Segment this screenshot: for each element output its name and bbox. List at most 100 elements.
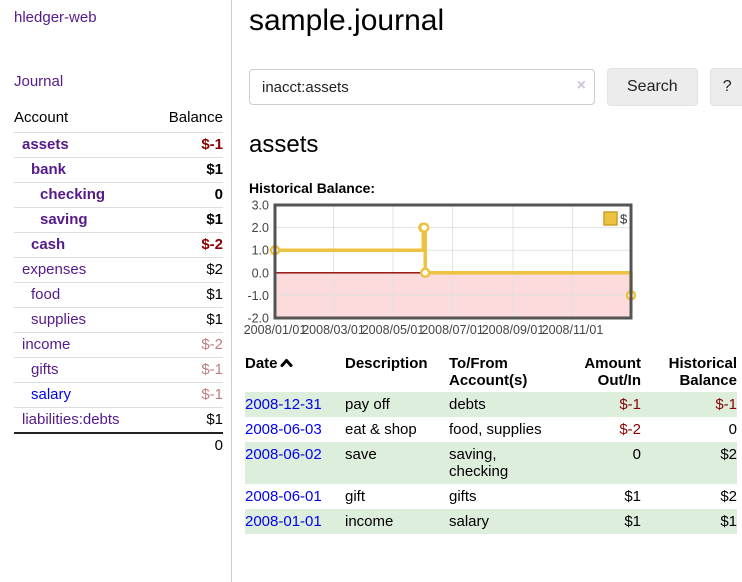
account-row: saving $1: [14, 207, 223, 233]
main-content: sample.journal × Search ? assets Histori…: [233, 0, 742, 534]
account-heading: assets: [249, 131, 319, 158]
account-balance: $-2: [152, 232, 223, 258]
register-header-accounts: To/From Account(s): [449, 355, 528, 389]
register-cell-accounts: debts: [449, 396, 486, 413]
register-cell-date: 2008-12-31: [245, 392, 345, 417]
svg-text:-2.0: -2.0: [247, 312, 269, 326]
register-header-amount: Amount Out/In: [584, 355, 641, 389]
account-balance: $1: [152, 282, 223, 308]
svg-text:-1.0: -1.0: [247, 289, 269, 303]
account-row: expenses $2: [14, 257, 223, 283]
svg-text:2.0: 2.0: [252, 221, 269, 235]
register-cell-amount: 0: [632, 446, 641, 463]
account-link[interactable]: income: [22, 336, 71, 353]
sidebar: hledger-web Journal Account Balance asse…: [0, 0, 232, 582]
register-cell-balance: 0: [728, 421, 737, 438]
register-header-balance: Historical Balance: [668, 355, 737, 389]
svg-text:3.0: 3.0: [252, 199, 269, 213]
register-cell-amount: $-1: [619, 396, 641, 413]
register-header-date[interactable]: Date: [245, 352, 345, 392]
search-input[interactable]: [249, 69, 595, 105]
register-header-description: Description: [345, 355, 428, 372]
register-cell-accounts: salary: [449, 513, 490, 530]
account-row: food $1: [14, 282, 223, 308]
register-cell-balance: $2: [720, 446, 737, 463]
account-balance: $1: [152, 407, 223, 433]
svg-text:2008/11/01: 2008/11/01: [542, 323, 604, 337]
svg-text:2008/05/01: 2008/05/01: [362, 323, 425, 337]
account-row: gifts $-1: [14, 357, 223, 383]
register-row: 2008-06-01 gift gifts $1 $2: [245, 484, 737, 509]
account-link[interactable]: supplies: [31, 311, 87, 328]
register-cell-accounts: saving, checking: [449, 446, 509, 480]
accounts-total-value: 0: [152, 432, 223, 458]
account-link[interactable]: gifts: [31, 361, 59, 378]
account-balance: $1: [152, 157, 223, 183]
sort-ascending-icon: [280, 359, 293, 367]
search-form: × Search ?: [249, 68, 742, 106]
accounts-header-balance: Balance: [168, 109, 223, 126]
app-title-link[interactable]: hledger-web: [14, 9, 97, 26]
register-cell-description: eat & shop: [345, 421, 417, 438]
account-row: assets $-1: [14, 132, 223, 158]
account-link[interactable]: expenses: [22, 261, 87, 278]
account-balance: 0: [152, 182, 223, 208]
clear-search-icon[interactable]: ×: [576, 77, 586, 94]
svg-text:0.0: 0.0: [252, 266, 269, 280]
register-cell-description: income: [345, 513, 394, 530]
account-link[interactable]: assets: [22, 136, 69, 153]
register-cell-balance: $2: [720, 488, 737, 505]
accounts-total-row: 0: [14, 432, 223, 458]
account-row: income $-2: [14, 332, 223, 358]
register-cell-amount: $1: [624, 488, 641, 505]
svg-text:2008/01/01: 2008/01/01: [244, 323, 307, 337]
account-link[interactable]: liabilities:debts: [22, 411, 120, 428]
svg-text:2008/07/01: 2008/07/01: [421, 323, 484, 337]
transaction-date-link[interactable]: 2008-01-01: [245, 513, 322, 530]
register-cell-date: 2008-06-03: [245, 417, 345, 442]
page-title: sample.journal: [249, 4, 445, 37]
register-cell-description: pay off: [345, 396, 390, 413]
transaction-date-link[interactable]: 2008-06-02: [245, 446, 322, 463]
register-cell-date: 2008-01-01: [245, 509, 345, 534]
account-link[interactable]: cash: [31, 236, 66, 253]
account-row: salary $-1: [14, 382, 223, 408]
account-balance: $1: [152, 307, 223, 333]
accounts-header-account: Account: [14, 109, 69, 126]
sidebar-journal-link[interactable]: Journal: [14, 73, 64, 90]
transaction-date-link[interactable]: 2008-06-03: [245, 421, 322, 438]
register-cell-description: save: [345, 446, 377, 463]
register-table: Date Description To/From Account(s) Amou…: [245, 352, 737, 534]
chart-title: Historical Balance:: [249, 180, 376, 196]
account-row: bank $1: [14, 157, 223, 183]
account-link[interactable]: food: [31, 286, 61, 303]
help-button[interactable]: ?: [709, 68, 742, 106]
search-button[interactable]: Search: [607, 68, 698, 106]
register-cell-amount: $-2: [619, 421, 641, 438]
account-balance: $-1: [152, 382, 223, 408]
register-cell-balance: $1: [720, 513, 737, 530]
svg-text:$: $: [620, 212, 628, 227]
account-link[interactable]: checking: [40, 186, 106, 203]
account-balance: $-2: [152, 332, 223, 358]
account-link[interactable]: bank: [31, 161, 67, 178]
register-cell-accounts: gifts: [449, 488, 477, 505]
svg-text:1.0: 1.0: [252, 244, 269, 258]
historical-balance-chart[interactable]: $ -2.0 -1.0 0.0 1.0 2.0 3.0 2008/01/01 2008/03/0…: [244, 199, 738, 340]
register-row: 2008-06-02 save saving, checking 0 $2: [245, 442, 737, 484]
svg-text:2008/03/01: 2008/03/01: [302, 323, 365, 337]
transaction-date-link[interactable]: 2008-12-31: [245, 396, 322, 413]
register-cell-description: gift: [345, 488, 366, 505]
register-cell-balance: $-1: [715, 396, 737, 413]
register-row: 2008-12-31 pay off debts $-1 $-1: [245, 392, 737, 417]
register-header-row: Date Description To/From Account(s) Amou…: [245, 352, 737, 392]
transaction-date-link[interactable]: 2008-06-01: [245, 488, 322, 505]
register-row: 2008-06-03 eat & shop food, supplies $-2 0: [245, 417, 737, 442]
account-row: cash $-2: [14, 232, 223, 258]
account-link[interactable]: salary: [31, 386, 72, 403]
register-row: 2008-01-01 income salary $1 $1: [245, 509, 737, 534]
account-balance: $-1: [152, 132, 223, 158]
register-cell-accounts: food, supplies: [449, 421, 542, 438]
account-link[interactable]: saving: [40, 211, 88, 228]
account-row: supplies $1: [14, 307, 223, 333]
